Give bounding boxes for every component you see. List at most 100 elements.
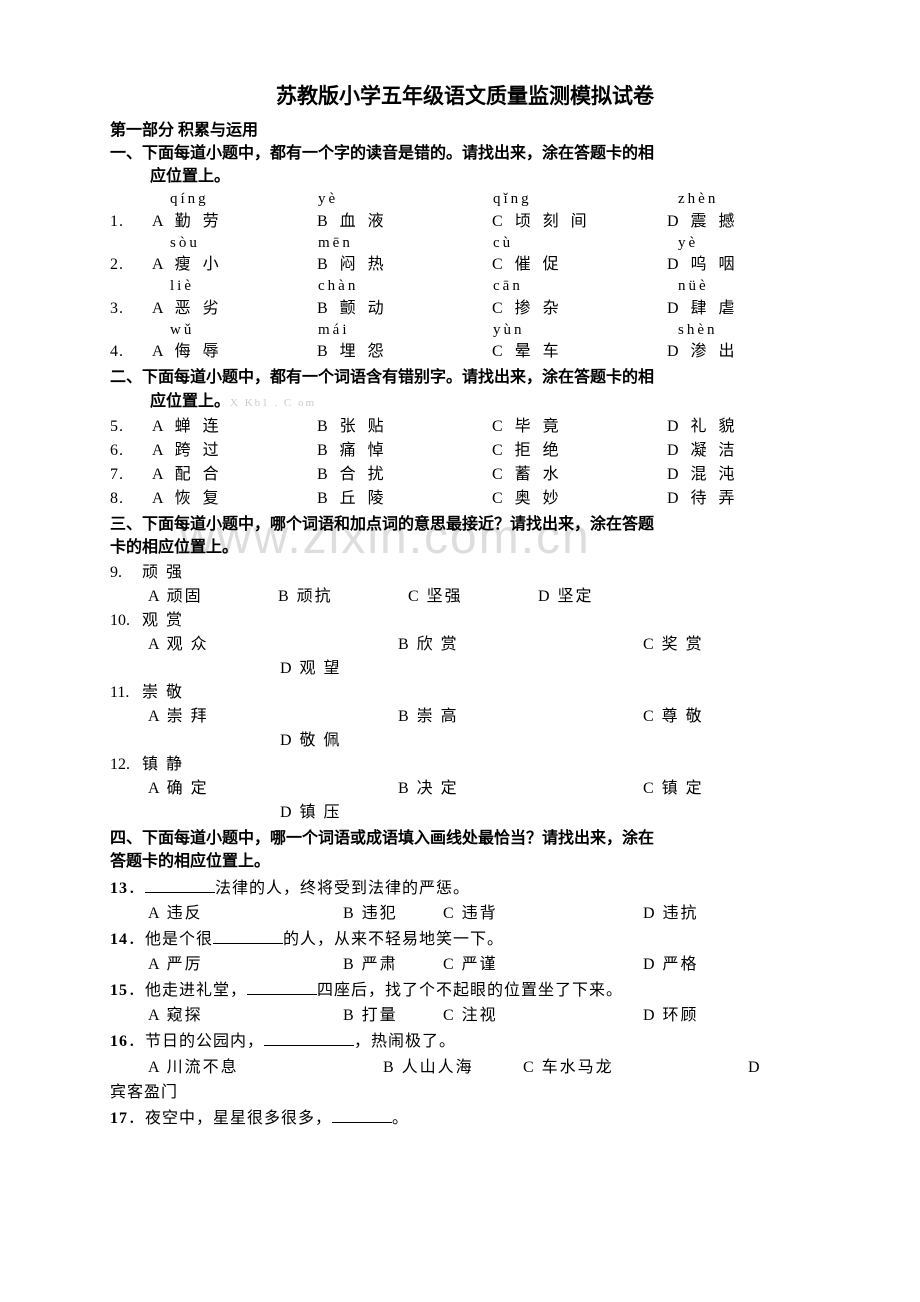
option-row: 1.A 勤 劳B 血 液C 顷 刻 间D 震 撼	[110, 210, 820, 234]
question-number: 14	[110, 931, 128, 948]
s4-instr-a: 四、下面每道小题中，哪一个词语或成语填入画线处最恰当？请找出来，涂在	[110, 830, 654, 847]
question-number: 15	[110, 982, 128, 999]
pinyin: liè	[170, 277, 318, 297]
option: D 呜 咽	[667, 253, 739, 277]
option: D 观 望	[280, 660, 342, 677]
pinyin: mēn	[318, 234, 493, 254]
option: B 痛 悼	[317, 439, 492, 463]
sent-b: 。	[392, 1110, 409, 1127]
pinyin: zhèn	[678, 190, 718, 210]
s3-instruction: 三、下面每道小题中，哪个词语和加点词的意思最接近？请找出来，涂在答题 卡的相应位…	[110, 513, 820, 559]
option: A 侮 辱	[152, 340, 317, 364]
option: D 礼 貌	[667, 415, 739, 439]
s4-instr-b: 答题卡的相应位置上。	[110, 853, 270, 870]
pinyin: sòu	[170, 234, 318, 254]
question-number: 6.	[110, 439, 152, 463]
option: C 掺 杂	[492, 297, 667, 321]
option-line: A 顽固B 顽抗C 坚强D 坚定	[110, 585, 820, 609]
option: C 催 促	[492, 253, 667, 277]
option: D 震 撼	[667, 210, 739, 234]
option-line: D 敬 佩	[280, 729, 820, 753]
question-word: 镇 静	[142, 756, 184, 773]
question-line: 11.崇 敬	[110, 681, 820, 705]
option-line: A 川流不息B 人山人海C 车水马龙D	[110, 1055, 820, 1081]
s4-instruction: 四、下面每道小题中，哪一个词语或成语填入画线处最恰当？请找出来，涂在 答题卡的相…	[110, 827, 820, 873]
blank	[264, 1030, 354, 1046]
question-number: 16	[110, 1033, 128, 1050]
option: B 血 液	[317, 210, 492, 234]
option: C 严谨	[443, 952, 643, 978]
option: C 奥 妙	[492, 487, 667, 511]
s2-instruction: 二、下面每道小题中，都有一个词语含有错别字。请找出来，涂在答题卡的相 应位置上。…	[110, 366, 820, 412]
part1-heading: 第一部分 积累与运用	[110, 116, 820, 140]
option-row: 8.A 恢 复B 丘 陵C 奥 妙D 待 弄	[110, 487, 820, 511]
option: A 川流不息	[148, 1055, 383, 1081]
option: A 崇 拜	[148, 705, 398, 729]
option-row: 2.A 瘦 小B 闷 热C 催 促D 呜 咽	[110, 253, 820, 277]
option: B 顽抗	[278, 585, 408, 609]
option: A 蝉 连	[152, 415, 317, 439]
question-number: 3.	[110, 297, 152, 321]
blank	[332, 1107, 392, 1123]
question-number: 7.	[110, 463, 152, 487]
s1-instr-a: 一、下面每道小题中，都有一个字的读音是错的。请找出来，涂在答题卡的相	[110, 145, 654, 162]
question-number: 17	[110, 1110, 128, 1127]
option: B 闷 热	[317, 253, 492, 277]
sentence-line: 14．他是个很的人，从来不轻易地笑一下。	[110, 927, 820, 953]
option-row: 4.A 侮 辱B 埋 怨C 晕 车D 渗 出	[110, 340, 820, 364]
question-number: 10.	[110, 609, 142, 633]
blank	[145, 876, 215, 892]
question-number: 1.	[110, 210, 152, 234]
sent-b: 四座后，找了个不起眼的位置坐了下来。	[317, 982, 623, 999]
question-number: 11.	[110, 681, 142, 705]
sentence-line: 17．夜空中，星星很多很多，。	[110, 1106, 820, 1132]
question-number: 2.	[110, 253, 152, 277]
option: A 恶 劣	[152, 297, 317, 321]
option-line: A 严厉B 严肃C 严谨D 严格	[110, 952, 820, 978]
pinyin-row: sòumēncùyè	[110, 234, 820, 254]
option: C 奖 赏	[643, 633, 704, 657]
pinyin-row: lièchàncānnüè	[110, 277, 820, 297]
sent-a: 他走进礼堂，	[145, 982, 247, 999]
option: D 镇 压	[280, 804, 342, 821]
pinyin: yè	[318, 190, 493, 210]
option-line: A 确 定B 决 定C 镇 定	[110, 777, 820, 801]
option-wrap: 宾客盈门	[110, 1080, 820, 1106]
sentence-line: 15．他走进礼堂，四座后，找了个不起眼的位置坐了下来。	[110, 978, 820, 1004]
option: A 配 合	[152, 463, 317, 487]
sentence-line: 13．法律的人，终将受到法律的严惩。	[110, 876, 820, 902]
question-word: 崇 敬	[142, 684, 184, 701]
option: C 蓄 水	[492, 463, 667, 487]
sent-a: 他是个很	[145, 931, 213, 948]
question-number: 12.	[110, 753, 142, 777]
option: A 窥探	[148, 1003, 343, 1029]
option: B 崇 高	[398, 705, 643, 729]
option: C 顷 刻 间	[492, 210, 667, 234]
question-word: 顽 强	[142, 564, 184, 581]
option: A 瘦 小	[152, 253, 317, 277]
blank	[213, 928, 283, 944]
question-line: 12.镇 静	[110, 753, 820, 777]
option: C 毕 竟	[492, 415, 667, 439]
s2-instr-a: 二、下面每道小题中，都有一个词语含有错别字。请找出来，涂在答题卡的相	[110, 369, 654, 386]
option: B 颤 动	[317, 297, 492, 321]
option: B 人山人海	[383, 1055, 523, 1081]
option: B 严肃	[343, 952, 443, 978]
question-number: 9.	[110, 561, 142, 585]
option-row: 7.A 配 合B 合 扰C 蓄 水D 混 沌	[110, 463, 820, 487]
pinyin: mái	[318, 321, 493, 341]
question-number: 13	[110, 880, 128, 897]
s2-grey: X Kb1 . C om	[230, 397, 316, 409]
option: A 违反	[148, 901, 343, 927]
sent-a: 节日的公园内，	[145, 1033, 264, 1050]
option: B 违犯	[343, 901, 443, 927]
option-row: 6.A 跨 过B 痛 悼C 拒 绝D 凝 洁	[110, 439, 820, 463]
sentence-line: 16．节日的公园内，，热闹极了。	[110, 1029, 820, 1055]
option: B 决 定	[398, 777, 643, 801]
option-line: A 崇 拜B 崇 高C 尊 敬	[110, 705, 820, 729]
option: D 敬 佩	[280, 732, 342, 749]
s1-instr-b: 应位置上。	[110, 165, 820, 188]
pinyin: cù	[493, 234, 678, 254]
option: D	[748, 1055, 762, 1081]
pinyin-row: qíngyèqǐngzhèn	[110, 190, 820, 210]
